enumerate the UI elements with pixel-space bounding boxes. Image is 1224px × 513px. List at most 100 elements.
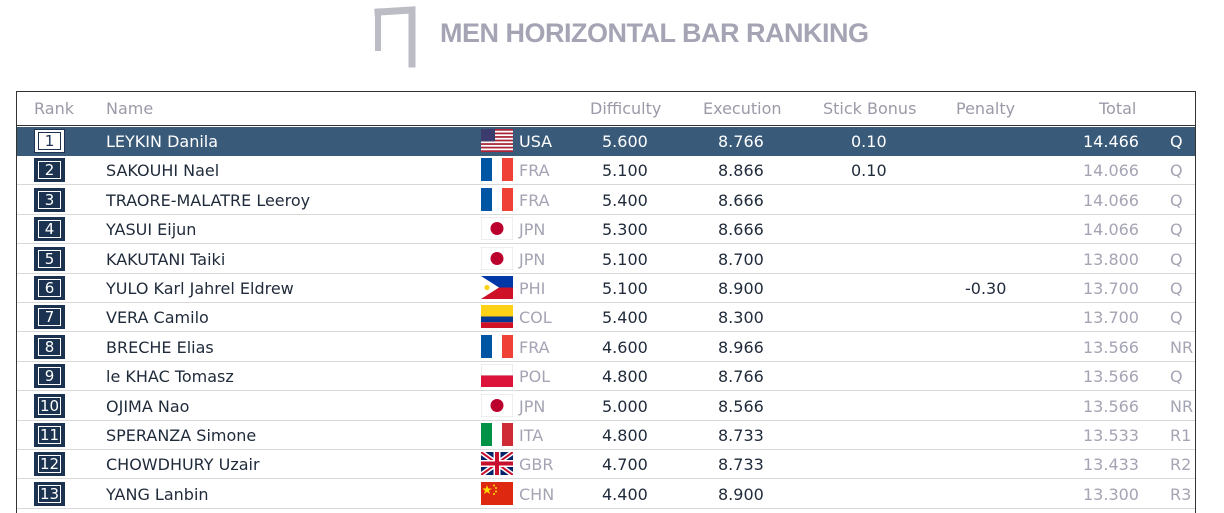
table-row[interactable]: 5 KAKUTANI Taiki JPN 5.100 8.700 13.800 Q — [17, 245, 1195, 274]
table-row[interactable]: 2 SAKOUHI Nael FRA 5.100 8.866 0.10 14.066 Q — [17, 156, 1195, 186]
total-score: 13.566 — [1083, 396, 1139, 416]
execution-score: 8.733 — [718, 455, 764, 475]
difficulty-score: 5.100 — [602, 279, 648, 298]
qualification-status: Q — [1170, 190, 1183, 210]
qualification-status: Q — [1170, 132, 1183, 151]
table-header: Rank Name Difficulty Execution Stick Bon… — [17, 92, 1195, 126]
column-header-execution[interactable]: Execution — [703, 99, 782, 118]
athlete-name[interactable]: YANG Lanbin — [106, 484, 209, 504]
execution-score: 8.666 — [718, 220, 764, 240]
rank-value: 2 — [38, 161, 61, 180]
column-header-difficulty[interactable]: Difficulty — [590, 99, 662, 118]
qualification-status: R1 — [1170, 426, 1192, 445]
column-header-name[interactable]: Name — [106, 99, 154, 118]
difficulty-score: 4.700 — [602, 455, 648, 475]
table-row[interactable]: 3 TRAORE-MALATRE Leeroy FRA 5.400 8.666 14.06… — [17, 186, 1195, 215]
execution-score: 8.566 — [718, 396, 764, 416]
execution-score: 8.966 — [718, 337, 764, 357]
table-row[interactable]: 9 le KHAC Tomasz POL 4.800 8.766 13.566 Q — [17, 362, 1195, 392]
country-code: CHN — [519, 484, 555, 504]
total-score: 13.566 — [1083, 367, 1139, 387]
execution-score: 8.766 — [718, 132, 764, 151]
country-code: FRA — [519, 161, 550, 181]
total-score: 13.700 — [1083, 308, 1139, 328]
athlete-name[interactable]: YASUI Eijun — [106, 220, 197, 240]
qualification-status: NR — [1170, 396, 1194, 416]
rank-badge: 2 — [34, 158, 65, 183]
athlete-name[interactable]: KAKUTANI Taiki — [106, 249, 226, 269]
qualification-status: R2 — [1170, 455, 1192, 475]
execution-score: 8.700 — [718, 249, 764, 269]
column-header-stick-bonus[interactable]: Stick Bonus — [823, 99, 917, 118]
total-score: 13.433 — [1083, 455, 1139, 475]
country-code: GBR — [519, 455, 554, 475]
difficulty-score: 4.400 — [602, 484, 648, 504]
table-row[interactable]: 7 VERA Camilo COL 5.400 8.300 13.700 Q — [17, 303, 1195, 333]
rank-value: 10 — [38, 396, 61, 415]
chn-flag-icon — [481, 481, 513, 505]
rank-value: 4 — [38, 220, 61, 239]
jpn-flag-icon — [481, 393, 513, 417]
execution-score: 8.900 — [718, 484, 764, 504]
col-flag-icon — [481, 305, 513, 329]
athlete-name[interactable]: TRAORE-MALATRE Leeroy — [106, 190, 311, 210]
rank-badge: 12 — [34, 452, 65, 477]
pol-flag-icon — [481, 364, 513, 388]
difficulty-score: 5.400 — [602, 308, 648, 328]
stick-bonus: 0.10 — [851, 132, 887, 151]
table-row[interactable]: 6 YULO Karl Jahrel Eldrew PHI 5.100 8.900 -0.… — [17, 274, 1195, 303]
column-header-rank[interactable]: Rank — [34, 99, 74, 118]
country-code: JPN — [519, 249, 546, 269]
total-score: 14.066 — [1083, 161, 1139, 181]
country-code: COL — [519, 308, 552, 328]
fra-flag-icon — [481, 158, 513, 182]
difficulty-score: 5.100 — [602, 161, 648, 181]
difficulty-score: 4.800 — [602, 426, 648, 445]
country-code: FRA — [519, 337, 550, 357]
athlete-name[interactable]: VERA Camilo — [106, 308, 209, 328]
rank-value: 5 — [38, 249, 61, 268]
gbr-flag-icon — [481, 452, 513, 476]
qualification-status: Q — [1170, 279, 1183, 298]
rank-value: 7 — [38, 308, 61, 327]
table-row[interactable]: 8 BRECHE Elias FRA 4.600 8.966 13.566 NR — [17, 333, 1195, 362]
table-row[interactable]: 10 OJIMA Nao JPN 5.000 8.566 13.566 NR — [17, 392, 1195, 421]
country-code: JPN — [519, 220, 546, 240]
table-row[interactable]: 13 YANG Lanbin CHN 4.400 8.900 13.300 R3 — [17, 480, 1195, 509]
rank-value: 8 — [38, 337, 61, 356]
total-score: 13.566 — [1083, 337, 1139, 357]
table-row[interactable]: 4 YASUI Eijun JPN 5.300 8.666 14.066 Q — [17, 215, 1195, 245]
rank-badge: 4 — [34, 217, 65, 242]
table-row[interactable]: 11 SPERANZA Simone ITA 4.800 8.733 13.533 R1 — [17, 421, 1195, 450]
rank-badge: 8 — [34, 334, 65, 359]
athlete-name[interactable]: OJIMA Nao — [106, 396, 190, 416]
athlete-name[interactable]: BRECHE Elias — [106, 337, 214, 357]
total-score: 13.800 — [1083, 249, 1139, 269]
rank-value: 9 — [38, 367, 61, 386]
athlete-name[interactable]: le KHAC Tomasz — [106, 367, 234, 387]
rank-badge: 10 — [34, 393, 65, 418]
athlete-name[interactable]: LEYKIN Danila — [106, 132, 219, 151]
rank-badge: 5 — [34, 246, 65, 271]
table-row[interactable]: 1 LEYKIN Danila USA 5.600 8.766 0.10 14.466 Q — [17, 127, 1195, 156]
qualification-status: Q — [1170, 249, 1183, 269]
country-code: PHI — [519, 279, 546, 298]
athlete-name[interactable]: YULO Karl Jahrel Eldrew — [106, 279, 294, 298]
jpn-flag-icon — [481, 217, 513, 241]
athlete-name[interactable]: SAKOUHI Nael — [106, 161, 220, 181]
rank-value: 13 — [38, 484, 61, 503]
column-header-penalty[interactable]: Penalty — [956, 99, 1016, 118]
total-score: 14.066 — [1083, 220, 1139, 240]
athlete-name[interactable]: SPERANZA Simone — [106, 426, 257, 445]
table-row[interactable]: 12 CHOWDHURY Uzair GBR 4.700 8.733 13.433 R2 — [17, 450, 1195, 480]
horizontal-bar-logo-icon — [374, 6, 416, 68]
execution-score: 8.766 — [718, 367, 764, 387]
difficulty-score: 4.800 — [602, 367, 648, 387]
column-header-total[interactable]: Total — [1099, 99, 1137, 118]
fra-flag-icon — [481, 334, 513, 358]
page-title: MEN HORIZONTAL BAR RANKING — [440, 18, 869, 48]
rank-value: 12 — [38, 455, 61, 474]
ita-flag-icon — [481, 423, 513, 446]
difficulty-score: 5.600 — [602, 132, 648, 151]
athlete-name[interactable]: CHOWDHURY Uzair — [106, 455, 260, 475]
